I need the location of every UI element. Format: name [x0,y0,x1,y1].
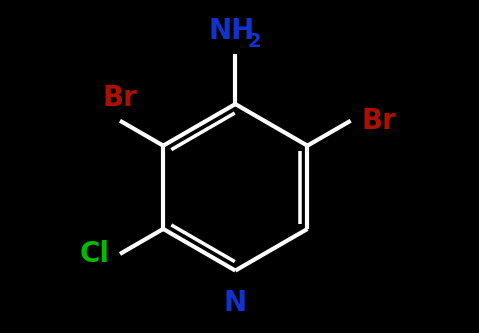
Text: N: N [224,289,247,317]
Text: Cl: Cl [80,240,110,268]
Text: NH: NH [208,17,254,45]
Text: Br: Br [361,107,396,135]
Text: Br: Br [103,84,137,112]
Text: 2: 2 [247,32,261,51]
